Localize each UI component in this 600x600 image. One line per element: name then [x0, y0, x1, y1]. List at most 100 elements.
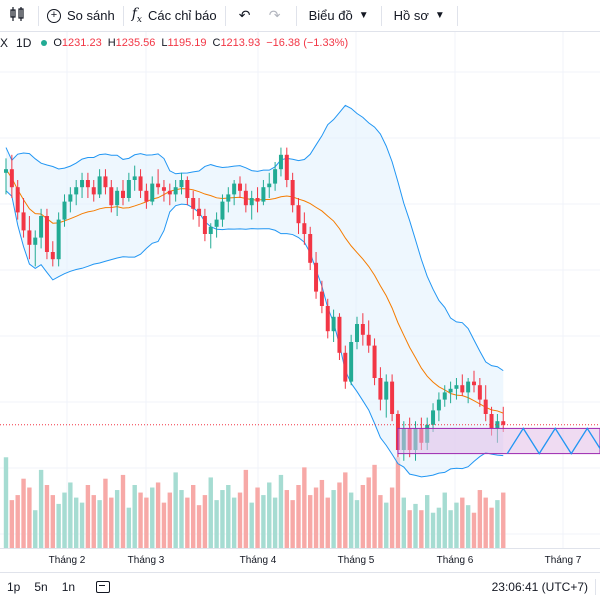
bollinger-upper-line [5, 104, 504, 372]
candle-body [121, 190, 125, 198]
candles-button[interactable] [0, 0, 38, 32]
candle-body [436, 399, 441, 411]
volume-bar [384, 502, 389, 548]
volume-bar [109, 497, 114, 548]
volume-bar [9, 500, 15, 548]
clock-label[interactable]: 23:06:41 (UTC+7) [491, 580, 588, 594]
volume-bar [483, 497, 488, 548]
candle-body [290, 180, 295, 206]
candle-body [68, 194, 73, 202]
profile-label: Hồ sơ [393, 8, 429, 23]
candle-body [179, 180, 184, 188]
range-1n-button[interactable]: 1n [61, 579, 76, 594]
indicators-button[interactable]: fx Các chỉ báo [124, 0, 225, 32]
undo-icon: ↶ [238, 7, 251, 23]
volume-bar [208, 477, 213, 548]
toolbar-separator [456, 5, 458, 26]
plus-circle-icon: + [47, 8, 61, 23]
redo-icon: ↷ [268, 7, 281, 23]
volume-bar [138, 492, 143, 548]
volume-bar [21, 478, 26, 548]
volume-bar [425, 495, 430, 548]
undo-button[interactable]: ↶ [226, 0, 264, 32]
candle-body [80, 180, 85, 188]
toolbar-separator [224, 5, 226, 26]
volume-bar [74, 497, 79, 548]
candle-body [477, 385, 482, 400]
time-tick-label: Tháng 7 [544, 555, 582, 566]
range-5n-button[interactable]: 5n [34, 579, 48, 594]
volume-bar [419, 510, 424, 548]
candle-body [243, 190, 248, 206]
candle-body [349, 342, 354, 382]
redo-button[interactable]: ↷ [264, 0, 296, 32]
candle-body [9, 169, 14, 188]
volume-bar [501, 492, 506, 548]
candle-body [156, 183, 161, 188]
compare-label: So sánh [67, 8, 115, 23]
volume-bar [325, 497, 330, 548]
volume-bar [97, 500, 102, 548]
candle-body [97, 176, 102, 195]
volume-bar [202, 495, 208, 548]
volume-bar [79, 502, 85, 548]
volume-bar [155, 482, 161, 548]
compare-button[interactable]: + So sánh [39, 0, 123, 32]
candle-body [4, 169, 8, 173]
candle-body [431, 410, 436, 425]
volume-bar [454, 502, 459, 548]
volume-bar [62, 492, 67, 548]
candle-body [185, 180, 190, 198]
volume-bar [395, 457, 401, 548]
symbol-label[interactable]: X [0, 36, 9, 50]
candle-body [267, 183, 272, 188]
volume-bar [126, 507, 132, 548]
chart-type-dropdown[interactable]: Biểu đồ ▼ [297, 0, 381, 32]
candle-body [33, 237, 38, 245]
time-axis[interactable]: Tháng 2 Tháng 3 Tháng 4 Tháng 5 Tháng 6 … [0, 548, 600, 572]
change-value: −16.38 (−1.33%) [266, 37, 349, 49]
volume-bar [267, 482, 272, 548]
volume-bar [378, 495, 383, 548]
bollinger-basis-line [5, 168, 504, 414]
volume-bar [150, 487, 155, 548]
candle-body [495, 421, 500, 429]
range-1p-button[interactable]: 1p [7, 579, 21, 594]
candle-body [442, 392, 447, 400]
candle-body [132, 176, 137, 180]
volume-bar [91, 495, 96, 548]
candle-body [384, 381, 389, 400]
candle-body [390, 381, 395, 414]
volume-bar [38, 469, 44, 548]
volume-bar [167, 492, 172, 548]
candle-body [39, 216, 44, 238]
candle-body [325, 306, 330, 332]
volume-bar [308, 495, 313, 548]
candle-body [220, 201, 225, 220]
volume-bar [302, 467, 307, 548]
candle-body [232, 183, 237, 195]
candle-body [360, 324, 365, 335]
price-chart[interactable] [0, 32, 600, 548]
bollinger-band-fill [6, 105, 504, 477]
interval-label[interactable]: 1D [16, 36, 32, 50]
candle-body [454, 385, 459, 389]
candle-body [21, 212, 26, 231]
bottom-separator [595, 579, 596, 595]
volume-bar [284, 490, 289, 548]
candle-body [138, 176, 143, 191]
calendar-icon[interactable] [96, 580, 111, 593]
candle-body [273, 169, 278, 184]
profile-dropdown[interactable]: Hồ sơ ▼ [382, 0, 457, 32]
candle-body [144, 190, 149, 202]
volume-bar [296, 485, 301, 548]
open-value: 1231.23 [61, 37, 102, 49]
volume-bar [272, 497, 278, 548]
candle-body [314, 262, 319, 292]
candle-body [343, 352, 348, 382]
volume-bar [33, 510, 38, 548]
volume-bar [389, 487, 395, 548]
volume-bar [448, 510, 453, 548]
candle-body [109, 187, 114, 206]
candle-body [302, 223, 307, 234]
